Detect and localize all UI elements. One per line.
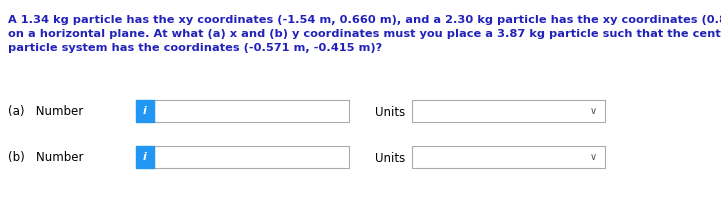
Text: ∨: ∨ bbox=[590, 106, 596, 116]
FancyBboxPatch shape bbox=[136, 146, 154, 168]
Text: on a horizontal plane. At what (a) x and (b) y coordinates must you place a 3.87: on a horizontal plane. At what (a) x and… bbox=[8, 29, 721, 39]
Text: i: i bbox=[143, 106, 147, 116]
Text: A 1.34 kg particle has the xy coordinates (-1.54 m, 0.660 m), and a 2.30 kg part: A 1.34 kg particle has the xy coordinate… bbox=[8, 15, 721, 25]
FancyBboxPatch shape bbox=[412, 100, 605, 122]
Text: (a)   Number: (a) Number bbox=[8, 106, 83, 118]
FancyBboxPatch shape bbox=[154, 146, 349, 168]
FancyBboxPatch shape bbox=[412, 146, 605, 168]
FancyBboxPatch shape bbox=[154, 100, 349, 122]
FancyBboxPatch shape bbox=[136, 100, 154, 122]
Text: particle system has the coordinates (-0.571 m, -0.415 m)?: particle system has the coordinates (-0.… bbox=[8, 43, 382, 53]
Text: Units: Units bbox=[375, 106, 405, 118]
Text: (b)   Number: (b) Number bbox=[8, 151, 84, 165]
Text: Units: Units bbox=[375, 151, 405, 165]
Text: ∨: ∨ bbox=[590, 152, 596, 162]
Text: i: i bbox=[143, 152, 147, 162]
